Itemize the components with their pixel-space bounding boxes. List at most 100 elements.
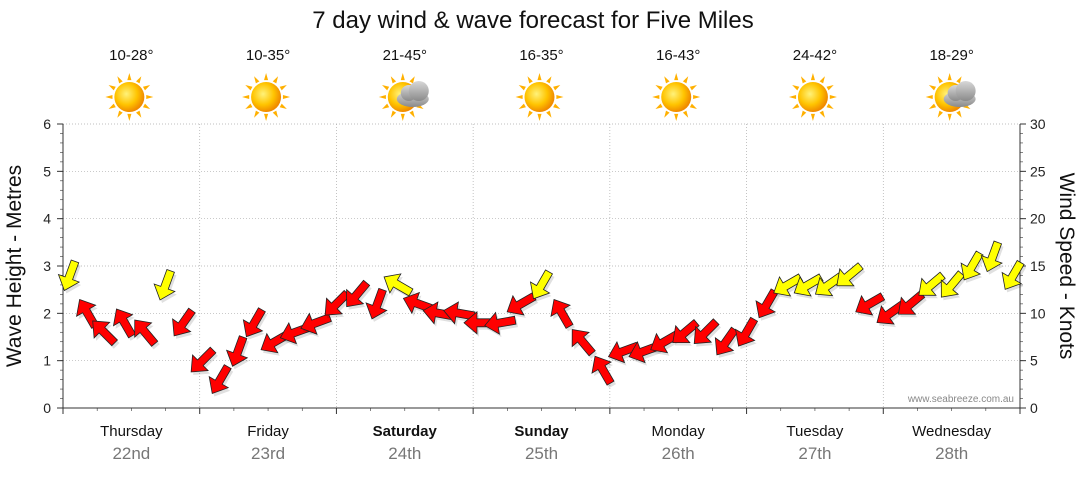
temperature-range: 16-43° (656, 47, 700, 64)
sun-ray (937, 76, 943, 84)
sun-ray (819, 76, 825, 84)
sun-ray (693, 94, 701, 100)
grid-lines (63, 123, 1020, 408)
day-name: Friday (247, 423, 289, 440)
wind-arrow (208, 364, 232, 394)
wind-arrow (190, 346, 217, 373)
day-columns: 10-28° Thursday 22nd 10-35° Friday 23rd 21-45°… (100, 47, 992, 463)
sun-disc (251, 82, 282, 112)
sun-ray (264, 113, 269, 121)
sun-ray (810, 73, 815, 81)
sun-ray (136, 110, 142, 118)
left-tick-label: 1 (43, 353, 51, 369)
sun-ray (127, 73, 132, 81)
wind-arrow (92, 320, 119, 347)
day-date: 22nd (112, 444, 150, 463)
sun-ray (553, 103, 561, 109)
temperature-range: 10-35° (246, 47, 290, 64)
sun-ray (400, 73, 405, 81)
right-tick-label: 10 (1030, 305, 1046, 321)
day-name: Wednesday (912, 423, 991, 440)
sun-cloud-icon (925, 73, 976, 121)
sun-ray (108, 85, 116, 91)
day-column: 16-43° Monday 26th (652, 47, 706, 463)
sun-ray (664, 110, 670, 118)
sun-ray (829, 94, 837, 100)
sun-ray (546, 110, 552, 118)
sun-ray (409, 110, 415, 118)
sun-icon (652, 73, 701, 121)
sun-ray (105, 94, 113, 100)
wind-arrow (225, 335, 249, 367)
sun-ray (518, 85, 526, 91)
left-tick-label: 6 (43, 116, 51, 132)
sun-ray (682, 76, 689, 84)
wind-arrow (346, 279, 371, 308)
wind-arrow (980, 240, 1003, 273)
day-name: Thursday (100, 423, 163, 440)
day-name: Monday (652, 423, 706, 440)
sun-ray (527, 76, 533, 84)
sun-ray (272, 110, 279, 118)
sun-ray (272, 76, 279, 84)
temperature-range: 10-28° (109, 47, 153, 64)
wind-arrow (940, 270, 965, 298)
sun-icon (788, 73, 837, 121)
sun-ray (378, 94, 386, 100)
sun-ray (527, 110, 533, 118)
wind-arrow (550, 298, 574, 329)
temperature-range: 21-45° (383, 47, 427, 64)
sun-ray (254, 110, 260, 118)
sun-ray (264, 73, 269, 81)
left-tick-label: 5 (43, 163, 51, 179)
sun-ray (117, 76, 123, 84)
wind-arrow (960, 250, 984, 281)
sun-ray (674, 73, 679, 81)
sun-ray (142, 103, 151, 109)
sun-ray (788, 94, 797, 100)
sun-disc (524, 82, 555, 112)
sun-ray (664, 76, 670, 84)
sun-icon (105, 73, 154, 121)
sun-ray (689, 103, 697, 109)
left-tick-label: 0 (43, 400, 51, 416)
wind-arrow (153, 268, 176, 301)
sun-ray (556, 94, 564, 100)
day-column: 24-42° Tuesday 27th (786, 47, 843, 463)
sun-ray (800, 110, 807, 118)
day-column: 10-28° Thursday 22nd (100, 47, 163, 463)
day-date: 27th (798, 444, 831, 463)
sun-ray (245, 85, 253, 91)
right-axis-title: Wind Speed - Knots (1055, 173, 1078, 360)
sun-ray (400, 113, 405, 121)
wind-arrow (918, 271, 946, 296)
sun-icon (515, 73, 564, 121)
sun-ray (800, 76, 807, 84)
wind-arrow (591, 355, 615, 386)
cloud-part (955, 81, 976, 101)
sun-ray (390, 76, 397, 84)
wind-arrow (365, 287, 388, 320)
wind-arrow (112, 308, 137, 339)
left-tick-label: 2 (43, 305, 51, 321)
sun-disc (797, 82, 828, 112)
wind-arrow (734, 316, 759, 347)
wind-arrow (1001, 259, 1025, 290)
wind-arrow (484, 311, 517, 335)
wind-arrow (836, 262, 864, 287)
wind-arrows (57, 240, 1027, 397)
left-tick-label: 4 (43, 211, 51, 227)
day-name: Tuesday (786, 423, 843, 440)
wind-arrow (672, 318, 700, 344)
sun-ray (682, 110, 689, 118)
sun-ray (117, 110, 123, 118)
day-date: 24th (388, 444, 421, 463)
sun-ray (792, 103, 800, 109)
day-name: Sunday (514, 423, 569, 440)
left-tick-label: 3 (43, 258, 51, 274)
wind-arrow (793, 273, 824, 297)
sun-ray (792, 85, 800, 91)
cloud-part (408, 81, 429, 101)
sun-ray (279, 103, 287, 109)
